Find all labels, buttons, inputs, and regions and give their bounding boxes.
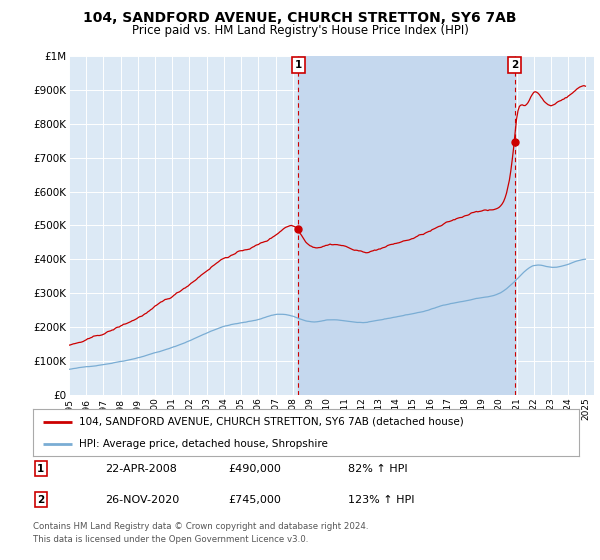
- Text: Price paid vs. HM Land Registry's House Price Index (HPI): Price paid vs. HM Land Registry's House …: [131, 24, 469, 36]
- Text: 1: 1: [37, 464, 44, 474]
- Text: £490,000: £490,000: [228, 464, 281, 474]
- Text: This data is licensed under the Open Government Licence v3.0.: This data is licensed under the Open Gov…: [33, 535, 308, 544]
- Text: £745,000: £745,000: [228, 494, 281, 505]
- Text: 1: 1: [295, 60, 302, 71]
- Text: Contains HM Land Registry data © Crown copyright and database right 2024.: Contains HM Land Registry data © Crown c…: [33, 522, 368, 531]
- Text: 82% ↑ HPI: 82% ↑ HPI: [348, 464, 407, 474]
- Text: 2: 2: [37, 494, 44, 505]
- Text: 2: 2: [511, 60, 518, 71]
- Text: HPI: Average price, detached house, Shropshire: HPI: Average price, detached house, Shro…: [79, 438, 328, 449]
- Text: 22-APR-2008: 22-APR-2008: [105, 464, 177, 474]
- Text: 104, SANDFORD AVENUE, CHURCH STRETTON, SY6 7AB: 104, SANDFORD AVENUE, CHURCH STRETTON, S…: [83, 11, 517, 25]
- Text: 123% ↑ HPI: 123% ↑ HPI: [348, 494, 415, 505]
- Text: 104, SANDFORD AVENUE, CHURCH STRETTON, SY6 7AB (detached house): 104, SANDFORD AVENUE, CHURCH STRETTON, S…: [79, 417, 464, 427]
- Bar: [298, 56, 515, 395]
- Text: 26-NOV-2020: 26-NOV-2020: [105, 494, 179, 505]
